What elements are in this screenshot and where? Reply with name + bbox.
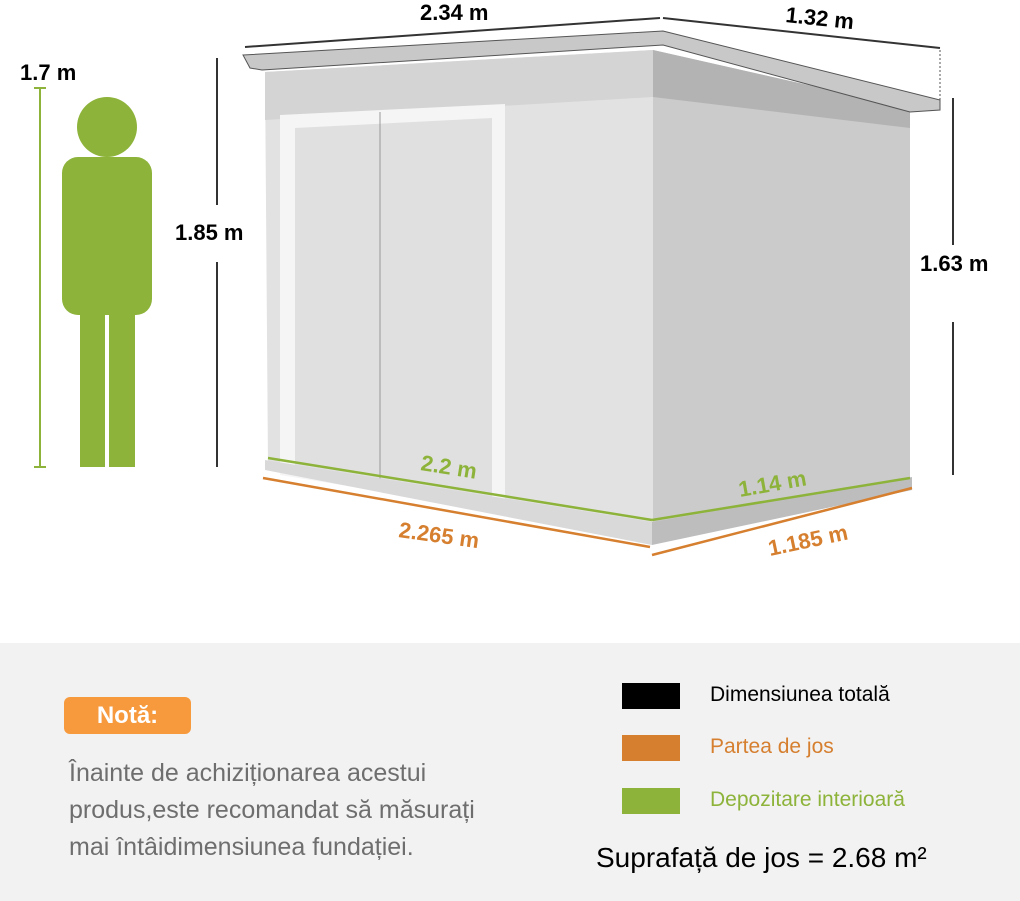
- note-badge: Notă:: [64, 697, 191, 734]
- person-height-label: 1.7 m: [20, 60, 76, 85]
- person-height-line: [34, 87, 46, 468]
- base-depth-label: 1.185 m: [766, 520, 850, 561]
- note-text: Înainte de achiziționarea acestui produs…: [69, 755, 589, 866]
- total-depth-label: 1.32 m: [784, 2, 855, 34]
- base-width-label: 2.265 m: [397, 517, 480, 553]
- note-line: Înainte de achiziționarea acestui: [69, 759, 427, 787]
- shed-dimension-diagram: 1.7 m 2.34 m 1.32 m 1.85 m 1.63 m 2.2 m …: [20, 0, 989, 561]
- base-lines: [262, 476, 913, 557]
- floor-area-text: Suprafață de jos = 2.68 m²: [596, 842, 927, 873]
- person-silhouette-icon: [62, 97, 152, 467]
- interior-lines: [267, 456, 911, 522]
- rear-height-label: 1.63 m: [920, 251, 989, 276]
- total-dimension-lines: [216, 17, 954, 475]
- legend-swatch-interior: [622, 788, 680, 814]
- legend-label-total: Dimensiunea totală: [710, 683, 890, 706]
- total-width-label: 2.34 m: [420, 0, 489, 25]
- legend-swatch-total: [622, 683, 680, 709]
- shed-illustration: [242, 30, 941, 545]
- legend-label-base: Partea de jos: [710, 735, 834, 758]
- front-height-label: 1.85 m: [175, 220, 244, 245]
- note-line: mai întâidimensiunea fundației.: [69, 833, 414, 861]
- note-line: produs,este recomandat să măsurați: [69, 796, 475, 824]
- legend-label-interior: Depozitare interioară: [710, 788, 905, 811]
- legend-swatch-base: [622, 735, 680, 761]
- info-panel: [0, 643, 1020, 901]
